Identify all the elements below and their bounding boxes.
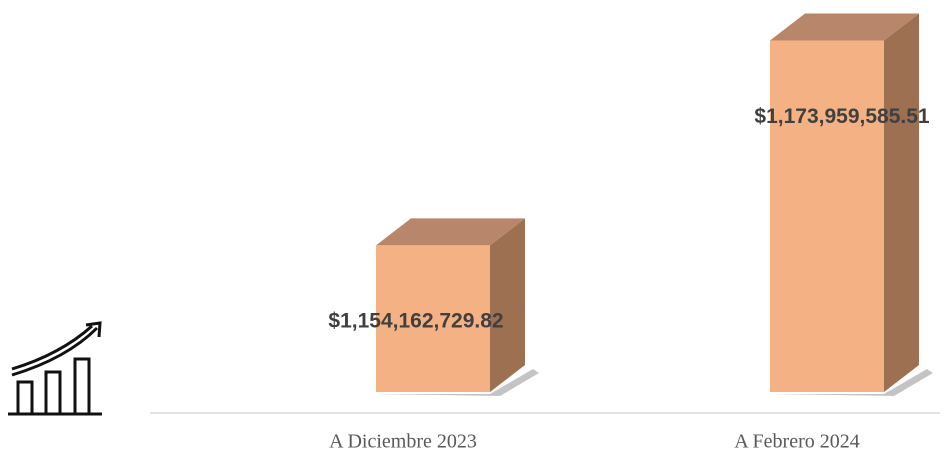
bar: [376, 245, 490, 392]
bar-side: [884, 13, 919, 392]
bar-shadow: [770, 369, 933, 396]
bar-side: [490, 218, 525, 392]
value-label: $1,173,959,585.51: [754, 105, 929, 128]
x-tick-label: A Febrero 2024: [734, 431, 860, 453]
bar-shadow: [376, 369, 539, 396]
bar-top: [770, 13, 919, 41]
growth-icon: [8, 321, 102, 416]
x-tick-label: A Diciembre 2023: [329, 431, 477, 453]
value-label: $1,154,162,729.82: [328, 310, 503, 333]
bar: [770, 40, 884, 392]
bar-top: [376, 218, 525, 246]
